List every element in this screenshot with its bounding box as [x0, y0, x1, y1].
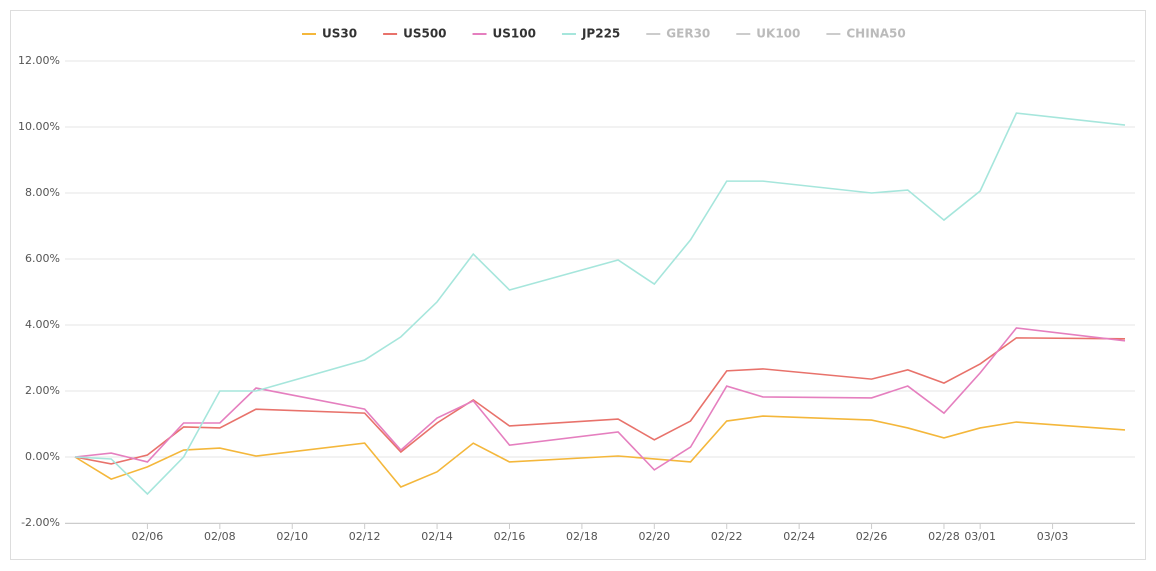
series-line [74, 337, 1126, 465]
legend-label[interactable]: US30 [322, 27, 357, 41]
x-tick-label: 02/16 [494, 530, 526, 543]
series-line [74, 112, 1126, 496]
y-tick-label: 4.00% [25, 318, 60, 331]
x-tick-label: 02/20 [638, 530, 670, 543]
x-tick-label: 02/22 [711, 530, 743, 543]
y-tick-label: 8.00% [25, 186, 60, 199]
legend-label[interactable]: UK100 [756, 27, 800, 41]
y-tick-label: 0.00% [25, 450, 60, 463]
frame [10, 10, 1146, 560]
y-tick-label: 2.00% [25, 384, 60, 397]
x-tick-label: 02/18 [566, 530, 598, 543]
x-tick-label: 02/06 [132, 530, 164, 543]
x-tick-label: 02/14 [421, 530, 453, 543]
legend-label[interactable]: JP225 [581, 27, 620, 41]
y-tick-label: -2.00% [21, 516, 60, 529]
y-tick-label: 6.00% [25, 252, 60, 265]
y-tick-label: 10.00% [18, 120, 60, 133]
legend-label[interactable]: GER30 [666, 27, 710, 41]
legend-label[interactable]: US100 [493, 27, 536, 41]
x-tick-label: 03/03 [1037, 530, 1069, 543]
x-tick-label: 02/28 [928, 530, 960, 543]
x-tick-label: 02/08 [204, 530, 236, 543]
legend-label[interactable]: US500 [403, 27, 446, 41]
x-tick-label: 02/12 [349, 530, 381, 543]
y-tick-label: 12.00% [18, 54, 60, 67]
x-tick-label: 03/01 [964, 530, 996, 543]
x-tick-label: 02/10 [276, 530, 308, 543]
legend-label[interactable]: CHINA50 [846, 27, 905, 41]
x-tick-label: 02/24 [783, 530, 815, 543]
x-tick-label: 02/26 [856, 530, 888, 543]
series-line [74, 415, 1126, 488]
